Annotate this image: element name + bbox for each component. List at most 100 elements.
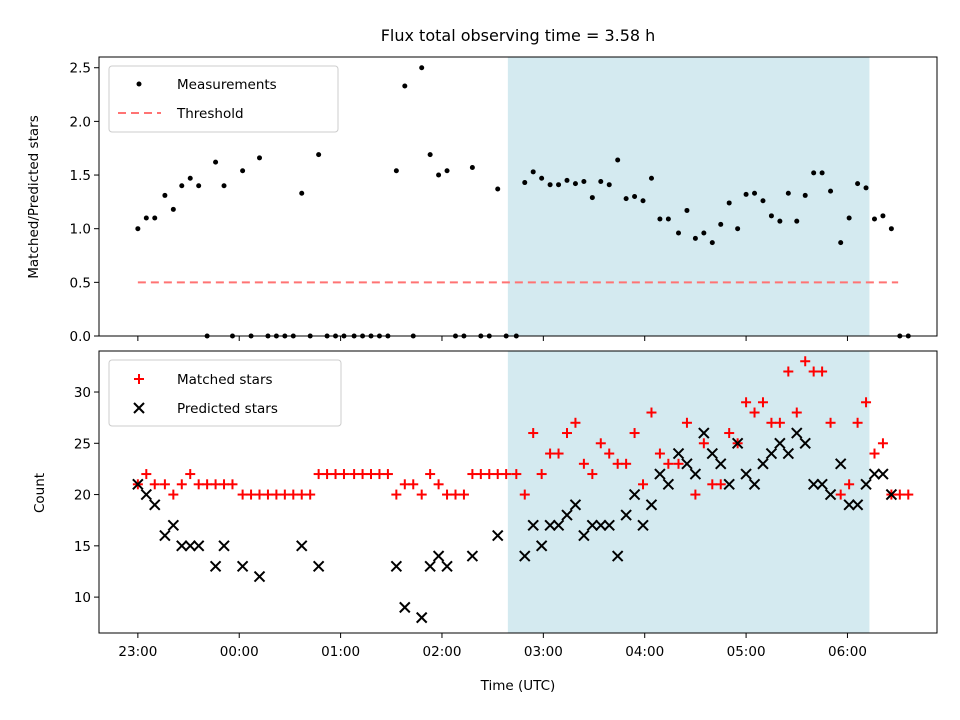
top-legend: Measurements Threshold: [108, 65, 339, 133]
matched-star-point: [237, 489, 248, 500]
matched-star-point: [561, 428, 572, 439]
predicted-star-point: [765, 447, 778, 460]
measurement-point: [257, 155, 263, 161]
legend-measurements-marker: [136, 81, 142, 87]
matched-star-point: [698, 438, 709, 449]
predicted-star-point: [885, 488, 898, 501]
matched-star-point: [808, 366, 819, 377]
matched-star-point: [553, 448, 564, 459]
measurement-point: [768, 213, 774, 219]
matched-star-point: [246, 489, 257, 500]
top-ytick-label: 1.5: [70, 168, 91, 184]
matched-star-point: [501, 469, 512, 480]
matched-star-point: [305, 489, 316, 500]
matched-star-point: [254, 489, 265, 500]
bottom-xtick-label: 06:00: [828, 644, 867, 660]
measurement-point: [615, 157, 621, 163]
measurement-point: [152, 215, 158, 221]
measurement-point: [530, 169, 536, 175]
measurement-point: [718, 221, 724, 227]
measurement-point: [777, 218, 783, 224]
measurement-point: [811, 170, 817, 176]
matched-star-point: [425, 469, 436, 480]
predicted-star-point: [552, 519, 565, 532]
predicted-star-point: [296, 540, 308, 552]
matched-star-point: [774, 417, 785, 428]
predicted-star-point: [681, 458, 693, 470]
matched-star-point: [399, 479, 410, 490]
predicted-star-point: [399, 601, 411, 614]
measurement-point: [648, 175, 654, 181]
matched-star-point: [673, 458, 684, 469]
predicted-star-point: [731, 437, 744, 449]
predicted-star-point: [603, 519, 615, 532]
predicted-star-point: [432, 550, 445, 562]
bottom-xtick-label: 23:00: [118, 644, 157, 660]
top-y-axis-label: Matched/Predicted stars: [26, 115, 42, 278]
predicted-star-point: [868, 468, 881, 480]
matched-star-point: [227, 479, 238, 490]
measurement-point: [469, 165, 475, 171]
predicted-star-point: [816, 478, 828, 491]
top-axes-frame: [98, 56, 938, 337]
bottom-ytick-label: 20: [74, 488, 91, 504]
matched-star-point: [741, 397, 752, 408]
measurement-point: [581, 178, 587, 184]
matched-star-point: [707, 479, 718, 490]
measurement-point: [556, 182, 562, 188]
matched-star-point: [528, 428, 539, 439]
matched-star-point: [349, 469, 360, 480]
measurement-point: [547, 182, 553, 188]
matched-star-point: [149, 479, 160, 490]
matched-star-point: [791, 407, 802, 418]
measurement-point: [623, 196, 629, 202]
measurement-point: [522, 180, 528, 186]
measurement-point: [606, 182, 612, 188]
matched-star-point: [570, 417, 581, 428]
matched-star-point: [338, 469, 349, 480]
predicted-star-point: [192, 540, 205, 552]
predicted-star-point: [860, 478, 872, 491]
matched-star-point: [330, 469, 341, 480]
predicted-star-point: [535, 540, 548, 552]
measurement-point: [213, 159, 219, 165]
bottom-shaded-span: [507, 351, 870, 633]
matched-star-point: [313, 469, 324, 480]
bottom-xtick-label: 03:00: [524, 644, 563, 660]
measurement-point: [187, 175, 193, 181]
predicted-star-point: [757, 458, 769, 470]
predicted-star-point: [740, 468, 752, 480]
measurement-point: [162, 192, 168, 198]
measurement-point: [735, 226, 741, 232]
measurement-point: [657, 216, 663, 222]
bottom-ytick-label: 15: [74, 539, 91, 555]
measurement-point: [589, 195, 595, 201]
predicted-star-point: [519, 550, 531, 562]
bottom-y-axis-label: Count: [32, 473, 48, 513]
measurement-point: [299, 190, 305, 196]
matched-star-point: [296, 489, 307, 500]
predicted-star-point: [799, 437, 811, 449]
predicted-star-point: [236, 560, 249, 573]
measurement-point: [684, 207, 690, 213]
legend-matched-marker: [134, 374, 144, 384]
measurement-point: [794, 218, 800, 224]
matched-star-point: [783, 366, 794, 377]
bottom-xtick-label: 05:00: [727, 644, 766, 660]
predicted-star-point: [415, 611, 428, 624]
matched-star-point: [766, 417, 777, 428]
predicted-star-point: [698, 427, 710, 439]
predicted-star-point: [159, 529, 171, 542]
matched-star-point: [168, 489, 179, 500]
matched-star-point: [715, 479, 726, 490]
predicted-star-point: [824, 488, 837, 501]
measurement-point: [632, 194, 638, 199]
matched-star-point: [262, 489, 273, 500]
measurement-point: [427, 152, 433, 158]
measurement-point: [752, 190, 758, 196]
measurement-point: [828, 188, 834, 194]
predicted-star-point: [149, 499, 161, 511]
predicted-star-point: [569, 499, 582, 511]
matched-star-point: [193, 479, 204, 490]
predicted-star-point: [424, 560, 436, 573]
